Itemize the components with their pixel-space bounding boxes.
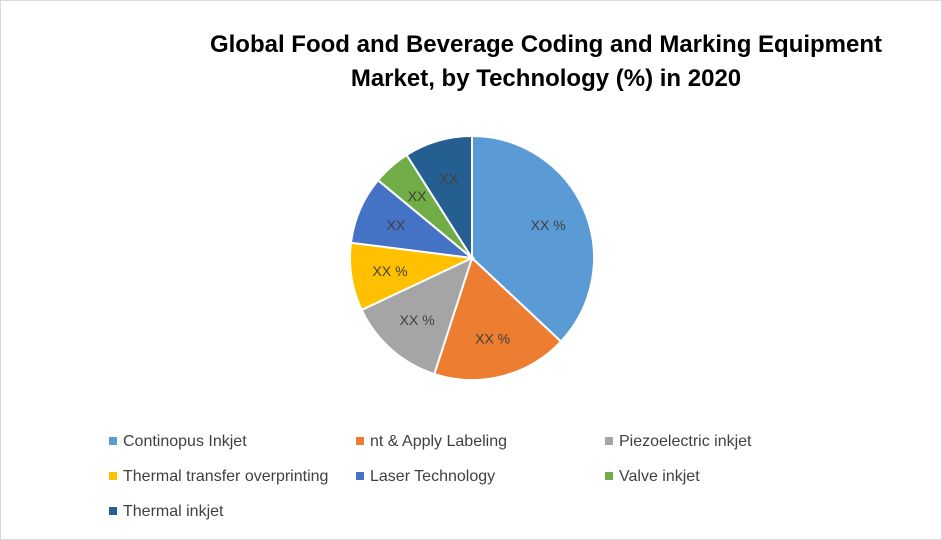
pie-slice-label: XX % xyxy=(400,312,435,328)
chart-title-line-2: Market, by Technology (%) in 2020 xyxy=(350,65,742,92)
legend-label: nt & Apply Labeling xyxy=(370,433,507,450)
legend-swatch xyxy=(109,437,117,445)
legend-swatch xyxy=(356,472,364,480)
pie-slice-label: XX % xyxy=(475,330,510,346)
legend-label: Piezoelectric inkjet xyxy=(619,433,752,450)
pie-slice-continopus-inkjet xyxy=(471,134,595,343)
pie-slice-nt-apply-labeling xyxy=(433,256,563,381)
legend-item-continopus-inkjet: Continopus Inkjet xyxy=(109,431,247,453)
pie-slice-label: XX xyxy=(387,217,406,233)
legend-item-piezoelectric-inkjet: Piezoelectric inkjet xyxy=(605,431,752,453)
legend-label: Thermal transfer overprinting xyxy=(123,468,329,485)
legend-swatch xyxy=(109,472,117,480)
legend-item-thermal-transfer-overprinting: Thermal transfer overprinting xyxy=(109,466,328,488)
chart-title-line-1: Global Food and Beverage Coding and Mark… xyxy=(209,31,883,58)
pie-slice-label: XX % xyxy=(531,217,566,233)
legend-label: Valve inkjet xyxy=(619,468,700,485)
pie-slice-piezoelectric-inkjet xyxy=(360,256,474,376)
legend-swatch xyxy=(109,507,117,515)
pie-slice-label: XX xyxy=(408,188,427,204)
legend-swatch xyxy=(605,437,613,445)
pie-slice-thermal-inkjet xyxy=(405,134,473,262)
legend-label: Continopus Inkjet xyxy=(123,433,247,450)
pie-slice-label: XX % xyxy=(373,263,408,279)
legend-swatch xyxy=(605,472,613,480)
legend-swatch xyxy=(356,437,364,445)
legend-item-thermal-inkjet: Thermal inkjet xyxy=(109,501,223,523)
legend-label: Thermal inkjet xyxy=(123,503,224,520)
pie-slice-label: XX xyxy=(440,170,459,186)
legend-label: Laser Technology xyxy=(370,468,496,485)
chart-title: Global Food and Beverage Coding and Mark… xyxy=(151,28,941,96)
legend-item-valve-inkjet: Valve inkjet xyxy=(605,466,700,488)
legend-item-laser-technology: Laser Technology xyxy=(356,466,495,488)
legend-item-apply-labeling: nt & Apply Labeling xyxy=(356,431,507,453)
